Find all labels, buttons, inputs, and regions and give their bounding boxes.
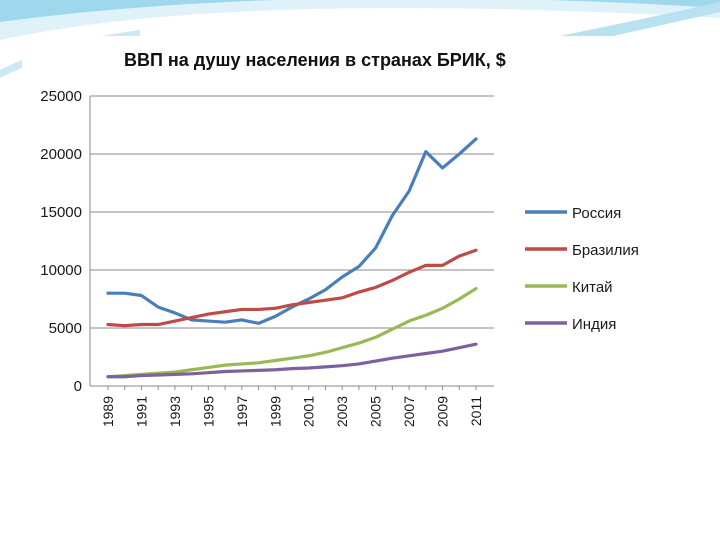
x-tick-label: 1999 [267, 396, 283, 427]
y-tick-label: 10000 [40, 262, 82, 279]
x-tick-label: 2011 [468, 396, 484, 426]
x-tick-label: 2003 [334, 396, 350, 427]
y-tick-label: 15000 [40, 204, 82, 221]
y-tick-label: 20000 [40, 146, 82, 163]
x-tick-label: 2007 [401, 396, 417, 427]
legend: Россия Бразилия Китай Индия [525, 205, 639, 333]
chart-title: ВВП на душу населения в странах БРИК, $ [124, 50, 506, 70]
x-tick-label: 2009 [435, 396, 451, 427]
x-tick-label: 1993 [167, 396, 183, 427]
y-tick-label: 0 [74, 378, 82, 395]
series-line-1 [106, 248, 478, 328]
chart-card: ВВП на душу населения в странах БРИК, $ … [22, 36, 662, 450]
legend-label: Китай [572, 279, 613, 296]
x-axis-ticks: 1989 1991 1993 1995 1997 1999 2001 2003 2005 2007… [100, 396, 484, 427]
x-tick-label: 1989 [100, 396, 116, 427]
series-line-0 [106, 137, 478, 325]
chart: ВВП на душу населения в странах БРИК, $ … [40, 50, 639, 427]
legend-label: Россия [572, 205, 621, 222]
x-tick-label: 1991 [133, 396, 149, 427]
grid [89, 95, 494, 390]
y-tick-label: 5000 [49, 320, 82, 337]
y-tick-label: 25000 [40, 88, 82, 105]
legend-label: Индия [572, 316, 616, 333]
series-line-3 [106, 342, 478, 379]
x-tick-label: 2005 [368, 396, 384, 427]
series-line-2 [106, 286, 478, 379]
x-tick-label: 1997 [234, 396, 250, 427]
legend-label: Бразилия [572, 242, 639, 259]
decor-swoosh-light [0, 0, 720, 40]
x-tick-label: 2001 [301, 396, 317, 427]
x-tick-label: 1995 [200, 396, 216, 427]
series-lines [106, 137, 478, 379]
y-axis-ticks: 0 5000 10000 15000 20000 25000 [40, 88, 82, 395]
decor-swoosh [0, 0, 720, 22]
